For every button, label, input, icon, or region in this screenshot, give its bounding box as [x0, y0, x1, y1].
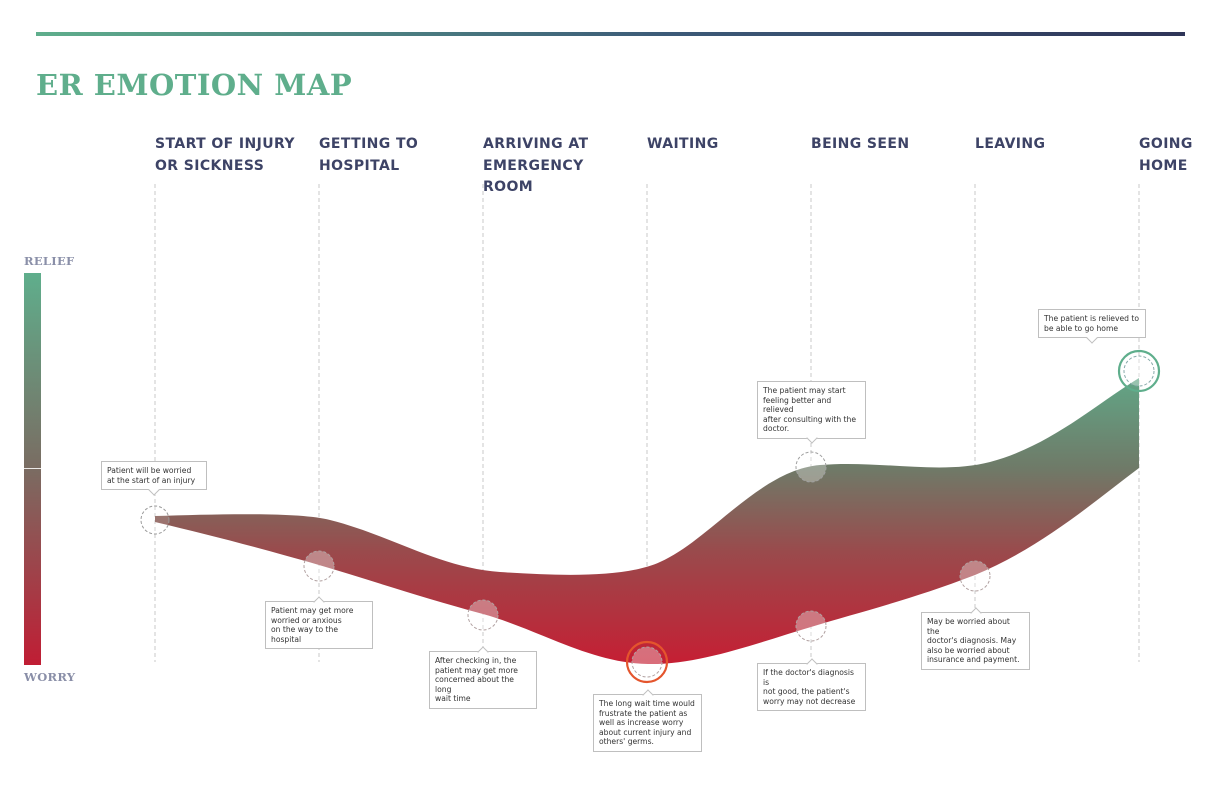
- note-line: about current injury and: [599, 727, 692, 737]
- marker-getting-to-hospital: [303, 550, 335, 582]
- note-line: not good, the patient's: [763, 687, 850, 697]
- marker-waiting: [631, 646, 663, 678]
- note-line: be able to go home: [1044, 323, 1119, 333]
- scale-midpoint-tick: [24, 468, 41, 469]
- note-line: Patient may get more: [271, 606, 354, 615]
- stage-heading-line: EMERGENCY ROOM: [483, 157, 584, 196]
- marker-being-seen-worry: [795, 610, 827, 642]
- marker-going-home-halo: [1117, 349, 1161, 393]
- note-line: After checking in, the: [435, 656, 517, 665]
- marker-being-seen-relief: [795, 451, 827, 483]
- stage-heading-line: GETTING TO: [319, 136, 419, 152]
- note-line: well as increase worry: [599, 718, 684, 728]
- note-line: worry may not decrease: [763, 696, 856, 706]
- marker-arriving: [467, 599, 499, 631]
- note-line: at the start of an injury: [107, 475, 196, 485]
- note-line: concerned about the long: [435, 675, 514, 694]
- note-line: May be worried about the: [927, 617, 1010, 636]
- note-line: The patient is relieved to: [1044, 314, 1139, 323]
- note-getting-to-hospital: Patient may get more worried or anxious …: [265, 601, 373, 650]
- stage-heading-line: GOING: [1139, 136, 1193, 152]
- note-arriving: After checking in, the patient may get m…: [429, 651, 537, 709]
- legend-relief-label: RELIEF: [24, 254, 75, 268]
- marker-going-home: [1123, 355, 1155, 387]
- note-line: others' germs.: [599, 737, 654, 747]
- note-being-seen-relief: The patient may start feeling better and…: [757, 381, 866, 439]
- note-line: also be worried about: [927, 645, 1010, 655]
- note-line: patient may get more: [435, 665, 518, 675]
- note-line: doctor's diagnosis. May: [927, 636, 1017, 646]
- stage-heading-arriving: ARRIVING AT EMERGENCY ROOM: [483, 134, 633, 199]
- stage-heading-line: ARRIVING AT: [483, 136, 589, 152]
- marker-leaving: [959, 560, 991, 592]
- stage-heading-start: START OF INJURY OR SICKNESS: [155, 134, 305, 177]
- stage-heading-line: START OF INJURY: [155, 136, 295, 152]
- stage-heading-going-home: GOING HOME: [1139, 134, 1209, 177]
- stage-heading-getting-to-hospital: GETTING TO HOSPITAL: [319, 134, 469, 177]
- marker-start: [140, 505, 170, 535]
- note-line: The patient may start: [763, 386, 846, 395]
- note-line: after consulting with the: [763, 414, 857, 424]
- legend-worry-label: WORRY: [24, 670, 76, 684]
- stage-heading-line: HOME: [1139, 157, 1188, 174]
- note-line: insurance and payment.: [927, 655, 1020, 665]
- stage-heading-line: HOSPITAL: [319, 157, 400, 174]
- emotion-band: [155, 378, 1139, 665]
- note-line: If the doctor's diagnosis is: [763, 668, 854, 687]
- stage-heading-line: WAITING: [647, 136, 719, 152]
- stage-heading-line: LEAVING: [975, 136, 1046, 152]
- note-going-home: The patient is relieved to be able to go…: [1038, 309, 1146, 339]
- note-line: worried or anxious: [271, 615, 342, 625]
- stage-heading-waiting: WAITING: [647, 134, 797, 156]
- note-leaving: May be worried about the doctor's diagno…: [921, 612, 1030, 670]
- marker-waiting-halo: [625, 640, 669, 684]
- emotion-scale-bar: [24, 273, 41, 665]
- note-line: The long wait time would: [599, 699, 695, 708]
- note-line: on the way to the hospital: [271, 625, 339, 644]
- note-waiting: The long wait time would frustrate the p…: [593, 694, 702, 752]
- note-line: frustrate the patient as: [599, 708, 688, 718]
- stage-markers: [140, 349, 1161, 684]
- note-line: doctor.: [763, 424, 790, 434]
- stage-heading-line: BEING SEEN: [811, 136, 910, 152]
- note-start-of-injury: Patient will be worried at the start of …: [101, 461, 207, 491]
- note-being-seen-worry: If the doctor's diagnosis is not good, t…: [757, 663, 866, 712]
- stage-heading-leaving: LEAVING: [975, 134, 1125, 156]
- page-title: ER EMOTION MAP: [36, 68, 353, 102]
- top-divider: [36, 32, 1185, 36]
- stage-heading-being-seen: BEING SEEN: [811, 134, 961, 156]
- stage-heading-line: OR SICKNESS: [155, 157, 265, 174]
- note-line: feeling better and relieved: [763, 395, 832, 415]
- note-line: wait time: [435, 694, 471, 704]
- note-line: Patient will be worried: [107, 466, 192, 475]
